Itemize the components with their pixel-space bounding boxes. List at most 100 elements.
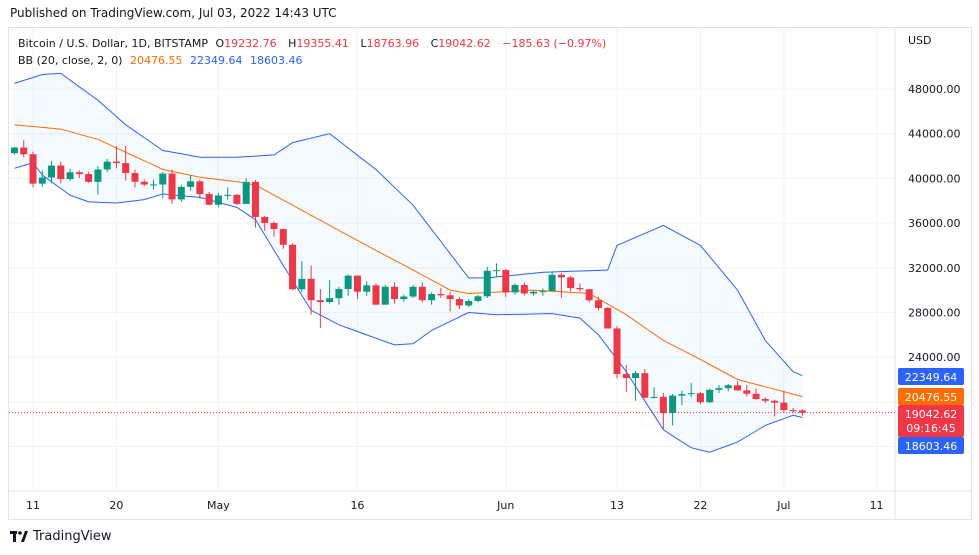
candle-body [363,285,371,292]
candle-body [567,277,575,289]
bb-indicator-name[interactable]: BB (20, close, 2, 0) [18,54,123,67]
bb-basis-price-tag [898,388,964,405]
candle-body [761,398,769,401]
candle-body [150,184,158,186]
candle-body [669,395,677,414]
candle-body [696,393,704,403]
chart-legend: Bitcoin / U.S. Dollar, 1D, BITSTAMP O192… [18,35,610,69]
bb-upper-price-tag-text: 22349.64 [905,371,958,384]
candle-body [474,296,482,301]
candle-body [771,400,779,403]
date-tick-label: 13 [610,499,624,512]
price-tick-label: 48000.00 [908,83,961,96]
price-tick-label: 32000.00 [908,262,961,275]
price-tick-label: 24000.00 [908,351,961,364]
candle-body [214,195,222,205]
candle-body [446,295,454,300]
candle-body [798,410,806,413]
candle-body [502,270,510,293]
footer-brand[interactable]: TradingView [10,529,112,544]
last-price-tag [898,405,964,437]
candle-body [94,169,102,182]
bb-lower-value: 18603.46 [249,54,303,67]
candle-body [196,181,204,195]
candle-body [557,274,565,278]
candle-body [242,181,250,204]
symbol-legend-row: Bitcoin / U.S. Dollar, 1D, BITSTAMP O192… [18,35,610,52]
candle-body [687,393,695,395]
candle-body [289,244,297,290]
candle-body [307,278,315,301]
candle-body [780,402,788,411]
candle-body [743,390,751,394]
candle-body [261,216,269,223]
candle-body [418,286,426,301]
candle-body [38,177,46,184]
bb-basis-value: 20476.55 [129,54,183,67]
candle-body [10,147,18,154]
close-value: 19042.62 [438,37,491,50]
price-tick-label: 36000.00 [908,217,961,230]
candle-body [270,222,278,230]
candle-body [85,174,93,182]
candle-body [548,274,556,292]
high-label: H [288,37,297,50]
candle-body [112,161,120,164]
candle-body [316,300,324,302]
candle-body [465,300,473,306]
candle-body [159,173,167,185]
candle-body [224,194,232,196]
bb-band-fill [14,73,803,453]
date-tick-label: 16 [350,499,364,512]
bb-upper-price-tag [898,368,964,385]
candle-body [678,394,686,396]
candle-body [604,307,612,329]
candle-body [641,373,649,398]
candle-body [177,186,185,200]
candle-body [251,181,259,217]
date-tick-label: Jul [776,499,790,512]
candle-body [706,389,714,403]
candle-body [187,181,195,187]
candle-body [168,173,176,200]
bar-countdown-text: 09:16:45 [906,422,955,435]
candle-body [493,270,500,272]
bb-lower-price-tag [898,437,964,454]
candle-body [724,385,732,389]
candle-body [48,165,56,178]
candle-body [122,163,130,174]
bb-basis-line [14,124,803,398]
open-label: O [215,37,225,50]
candle-body [594,300,602,308]
candle-body [29,154,37,184]
open-value: 19232.76 [224,37,277,50]
bb-upper-value: 22349.64 [189,54,243,67]
candle-body [483,270,491,297]
candle-body [659,396,667,414]
candle-body [539,291,547,293]
candle-body [131,173,139,182]
date-tick-label: 20 [109,499,123,512]
candle-body [66,172,74,180]
date-tick-label: 11 [26,499,40,512]
last-price-tag-text: 19042.62 [905,408,958,421]
candle-body [326,298,334,302]
tradingview-logo-icon [10,531,28,542]
bb-upper-line [14,72,803,377]
date-tick-label: 22 [693,499,707,512]
candle-body [437,294,445,296]
low-value: 18763.96 [366,37,420,50]
candle-body [409,286,417,297]
candle-body [576,288,584,290]
candle-body [428,294,436,301]
symbol-name[interactable]: Bitcoin / U.S. Dollar, 1D, BITSTAMP [18,37,208,50]
candle-body [372,285,380,305]
candle-body [632,373,640,378]
currency-label: USD [908,34,932,47]
chart-frame [8,27,972,520]
candle-body [511,285,519,293]
candle-body [233,194,241,204]
candle-body [140,181,148,185]
candle-body [400,296,408,300]
